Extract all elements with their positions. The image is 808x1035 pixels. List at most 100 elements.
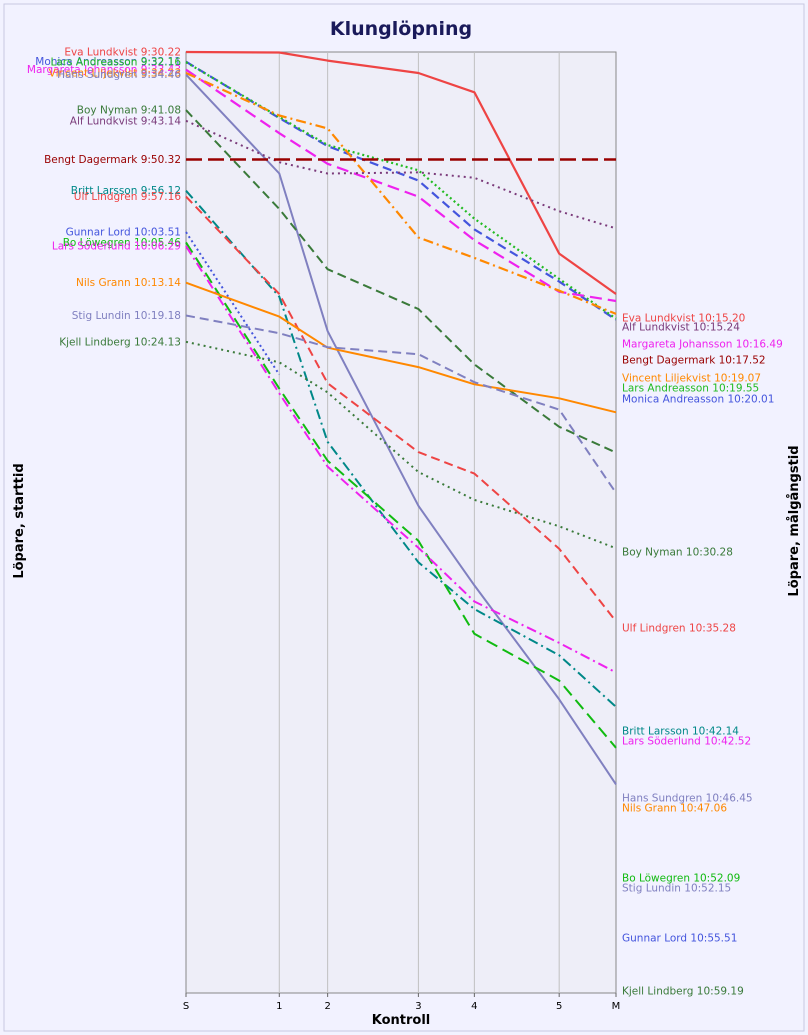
finish-label-lars-s-derlund: Lars Söderlund 10:42.52	[622, 736, 751, 748]
start-time-lars-s-derlund: 10:06.29	[134, 241, 181, 253]
finish-label-eva-lundkvist: Eva Lundkvist 10:15.20	[622, 313, 745, 325]
start-name-nils-grann: Nils Grann	[76, 277, 131, 289]
series-line-monica-andreasson	[185, 60, 617, 321]
finish-label-ulf-lindgren: Ulf Lindgren 10:35.28	[622, 623, 736, 635]
start-time-britt-larsson: 9:56.12	[141, 185, 181, 197]
series-line-boy-nyman	[185, 109, 617, 454]
finish-label-vincent-liljekvist: Vincent Liljekvist 10:19.07	[622, 373, 761, 385]
finish-name-kjell-lindberg: Kjell Lindberg	[622, 986, 693, 998]
finish-name-alf-lundkvist: Alf Lundkvist	[622, 322, 690, 334]
start-name-kjell-lindberg: Kjell Lindberg	[59, 336, 130, 348]
start-label-hans-sundgren: Hans Sundgren 9:34.46	[57, 69, 181, 81]
finish-label-lars-andreasson: Lars Andreasson 10:19.55	[622, 383, 759, 395]
finish-label-monica-andreasson: Monica Andreasson 10:20.01	[622, 394, 774, 406]
start-time-bo-l-wegren: 10:05.46	[134, 237, 181, 249]
x-tick-label-4: 4	[471, 1001, 477, 1012]
start-label-bo-l-wegren: Bo Löwegren 10:05.46	[63, 237, 182, 249]
finish-time-lars-andreasson: 10:19.55	[712, 383, 759, 395]
start-name-margareta-johansson: Margareta Johansson	[27, 64, 137, 76]
start-label-nils-grann: Nils Grann 10:13.14	[76, 277, 181, 289]
start-time-boy-nyman: 9:41.08	[141, 105, 181, 117]
start-name-bengt-dagermark: Bengt Dagermark	[44, 154, 138, 166]
start-time-alf-lundkvist: 9:43.14	[141, 115, 182, 127]
finish-label-margareta-johansson: Margareta Johansson 10:16.49	[622, 339, 783, 351]
finish-time-stig-lundin: 10:52.15	[684, 883, 731, 895]
finish-label-bengt-dagermark: Bengt Dagermark 10:17.52	[622, 355, 766, 367]
start-time-nils-grann: 10:13.14	[134, 277, 181, 289]
start-time-bengt-dagermark: 9:50.32	[141, 154, 181, 166]
finish-name-lars-andreasson: Lars Andreasson	[622, 383, 709, 395]
start-time-hans-sundgren: 9:34.46	[141, 69, 182, 81]
start-name-ulf-lindgren: Ulf Lindgren	[74, 191, 138, 203]
x-axis-title: Kontroll	[372, 1013, 431, 1028]
finish-time-lars-s-derlund: 10:42.52	[704, 736, 751, 748]
series-line-nils-grann	[185, 281, 617, 414]
start-name-gunnar-lord: Gunnar Lord	[66, 227, 131, 239]
finish-name-lars-s-derlund: Lars Söderlund	[622, 736, 701, 748]
finish-time-gunnar-lord: 10:55.51	[690, 933, 737, 945]
series-line-britt-larsson	[185, 190, 617, 708]
start-time-kjell-lindberg: 10:24.13	[134, 336, 181, 348]
start-label-britt-larsson: Britt Larsson 9:56.12	[71, 185, 181, 197]
start-time-ulf-lindgren: 9:57.16	[141, 191, 182, 203]
finish-label-boy-nyman: Boy Nyman 10:30.28	[622, 547, 733, 559]
finish-time-ulf-lindgren: 10:35.28	[689, 623, 736, 635]
x-tick-label-M: M	[612, 1001, 621, 1012]
finish-name-monica-andreasson: Monica Andreasson	[622, 394, 724, 406]
finish-label-kjell-lindberg: Kjell Lindberg 10:59.19	[622, 986, 744, 998]
start-time-gunnar-lord: 10:03.51	[134, 227, 181, 239]
series-line-bo-l-wegren	[185, 241, 617, 749]
x-tick-label-1: 1	[276, 1001, 282, 1012]
start-label-alf-lundkvist: Alf Lundkvist 9:43.14	[70, 115, 182, 127]
start-name-monica-andreasson: Monica Andreasson	[35, 56, 137, 68]
start-name-hans-sundgren: Hans Sundgren	[57, 69, 137, 81]
finish-name-boy-nyman: Boy Nyman	[622, 547, 683, 559]
finish-label-nils-grann: Nils Grann 10:47.06	[622, 803, 727, 815]
start-name-eva-lundkvist: Eva Lundkvist	[64, 47, 137, 59]
x-tick-label-2: 2	[324, 1001, 330, 1012]
series-line-ulf-lindgren	[185, 195, 617, 623]
plot-area	[185, 51, 617, 994]
series-lines	[185, 50, 617, 785]
start-label-monica-andreasson: Monica Andreasson 9:32.11	[35, 56, 181, 68]
start-time-monica-andreasson: 9:32.11	[141, 56, 181, 68]
finish-label-bo-l-wegren: Bo Löwegren 10:52.09	[622, 873, 740, 885]
finish-label-alf-lundkvist: Alf Lundkvist 10:15.24	[622, 322, 740, 334]
finish-label-britt-larsson: Britt Larsson 10:42.14	[622, 726, 739, 738]
start-name-boy-nyman: Boy Nyman	[77, 105, 138, 117]
start-name-stig-lundin: Stig Lundin	[72, 310, 131, 322]
start-label-margareta-johansson: Margareta Johansson 9:33.43	[27, 64, 181, 76]
chart-title: Klunglöpning	[330, 18, 472, 40]
finish-name-britt-larsson: Britt Larsson	[622, 726, 689, 738]
finish-time-kjell-lindberg: 10:59.19	[697, 986, 744, 998]
start-label-gunnar-lord: Gunnar Lord 10:03.51	[66, 227, 181, 239]
x-tick-label-S: S	[183, 1001, 189, 1012]
finish-time-nils-grann: 10:47.06	[680, 803, 727, 815]
series-line-lars-andreasson	[185, 61, 617, 320]
x-tick-label-5: 5	[556, 1001, 562, 1012]
finish-time-bengt-dagermark: 10:17.52	[719, 355, 766, 367]
outer-frame	[3, 3, 805, 1032]
finish-time-vincent-liljekvist: 10:19.07	[714, 373, 761, 385]
x-ticks: S 1 2 3 4 5 M	[183, 993, 621, 1012]
finish-name-nils-grann: Nils Grann	[622, 803, 677, 815]
y-axis-title-left: Löpare, starttid	[12, 463, 27, 578]
finish-labels: Eva Lundkvist 10:15.20 Monica Andreasson …	[622, 313, 783, 998]
finish-time-bo-l-wegren: 10:52.09	[693, 873, 740, 885]
start-name-alf-lundkvist: Alf Lundkvist	[70, 115, 138, 127]
finish-name-vincent-liljekvist: Vincent Liljekvist	[622, 373, 711, 385]
finish-time-eva-lundkvist: 10:15.20	[698, 313, 745, 325]
series-line-eva-lundkvist	[185, 50, 617, 295]
start-label-ulf-lindgren: Ulf Lindgren 9:57.16	[74, 191, 182, 203]
start-time-eva-lundkvist: 9:30.22	[141, 47, 181, 59]
start-label-stig-lundin: Stig Lundin 10:19.18	[72, 310, 181, 322]
finish-name-eva-lundkvist: Eva Lundkvist	[622, 313, 695, 325]
series-line-vincent-liljekvist	[185, 71, 617, 315]
grid	[278, 52, 560, 993]
series-line-hans-sundgren	[185, 73, 617, 785]
start-label-lars-s-derlund: Lars Söderlund 10:06.29	[52, 241, 181, 253]
start-label-bengt-dagermark: Bengt Dagermark 9:50.32	[44, 154, 181, 166]
start-name-lars-andreasson: Lars Andreasson	[50, 57, 137, 69]
